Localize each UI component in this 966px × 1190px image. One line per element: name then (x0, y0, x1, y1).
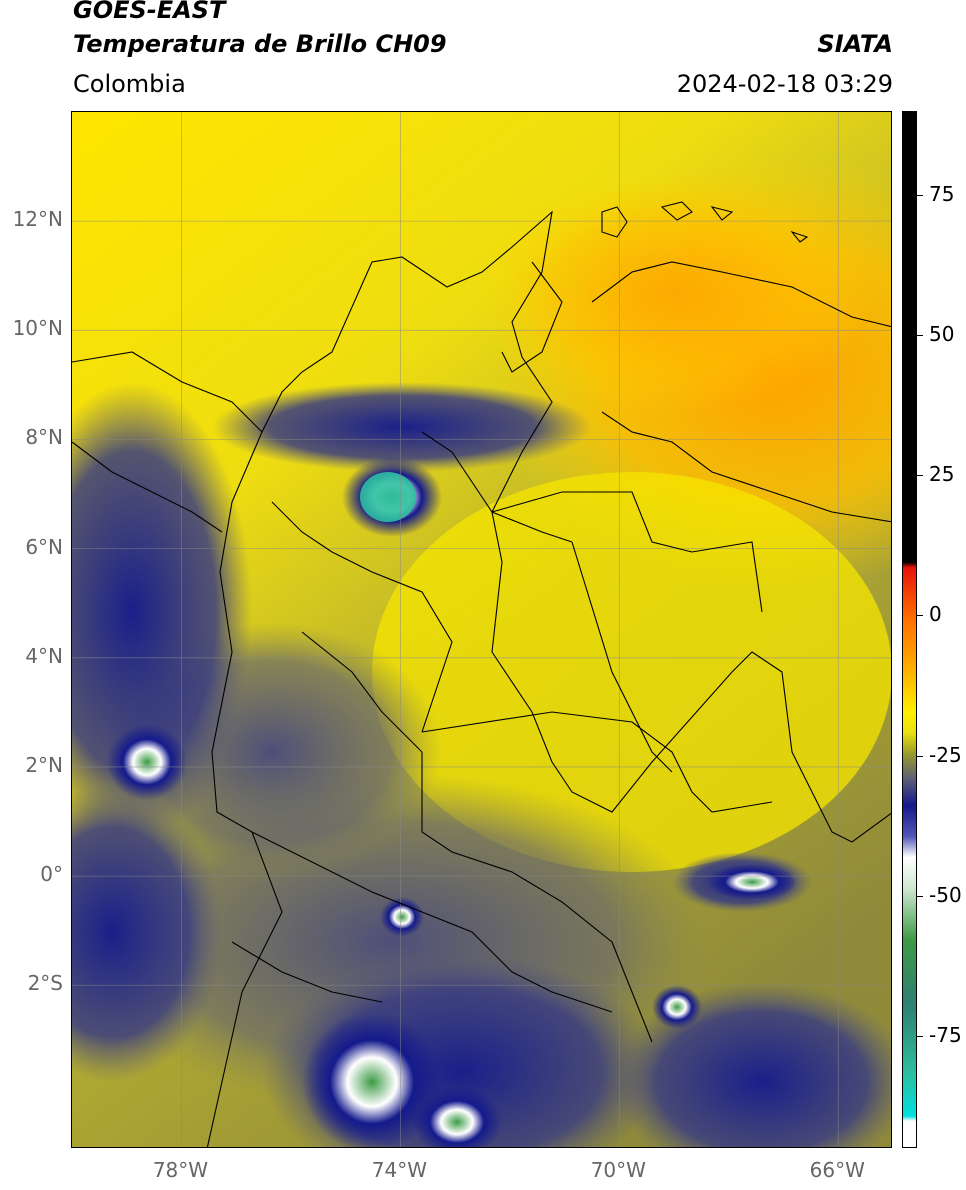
border-southeast (421, 752, 653, 1043)
lat-tick-label: 4°N (25, 643, 63, 668)
panama-coast-south (72, 441, 223, 533)
warm-region-n (472, 172, 872, 412)
title-product: Temperatura de Brillo CH09 (73, 30, 447, 58)
cold-cell-south2 (412, 1087, 502, 1147)
coastline-and-border (206, 210, 891, 1147)
colorbar-tick-label: 25 (929, 462, 955, 487)
lon-tick-label: 74°W (371, 1158, 427, 1182)
cold-cell-south (302, 1012, 442, 1147)
title-satellite: GOES-EAST (73, 0, 226, 24)
colorbar-tick (917, 475, 923, 477)
venezuela-coast (591, 261, 891, 328)
border-venezuela (491, 491, 763, 613)
colorbar-tick-label: -50 (929, 882, 962, 907)
lat-tick-label: 12°N (12, 207, 63, 232)
cloud-temperature-field (72, 112, 891, 1147)
island-1 (660, 201, 693, 221)
island-3 (790, 230, 809, 243)
lat-tick-label: 8°N (25, 425, 63, 450)
border-dept-w (271, 501, 453, 733)
colorbar-fill (903, 112, 916, 1147)
region-label: Colombia (73, 70, 186, 98)
colorbar-tick (917, 895, 923, 897)
lat-tick-label: 6°N (25, 534, 63, 559)
graticule (72, 112, 891, 1147)
map-canvas (72, 112, 891, 1147)
border-ecuador-peru (251, 831, 613, 1013)
cold-cell-east (652, 985, 702, 1029)
lat-tick-label: 2°N (25, 752, 63, 777)
lat-tick-label: 0° (40, 862, 63, 887)
navy-band-north (212, 382, 592, 472)
colorbar-tick (917, 1035, 923, 1037)
lat-tick-label: 2°S (27, 971, 63, 996)
yellow-plains (372, 472, 891, 872)
colorbar-gradient (903, 112, 916, 1147)
colorbar (902, 111, 917, 1148)
satellite-map[interactable] (71, 111, 892, 1148)
navy-pacific-north (72, 382, 252, 842)
lon-tick-label: 78°W (152, 1158, 209, 1182)
colorbar-tick-label: 50 (929, 322, 955, 347)
timestamp-label: 2024-02-18 03:29 (676, 70, 893, 98)
maracaibo-lake (501, 261, 563, 373)
lon-tick-label: 70°W (590, 1158, 646, 1182)
colorbar-tick-label: -25 (929, 742, 962, 767)
island-2 (710, 206, 734, 221)
border-ecuador (231, 941, 383, 1003)
cold-cell-west (107, 724, 187, 800)
colorbar-tick-label: -75 (929, 1022, 962, 1047)
boundaries (72, 201, 891, 1147)
border-dept-n (421, 431, 573, 543)
cold-cell-center (380, 897, 424, 937)
lon-tick-label: 66°W (809, 1158, 865, 1182)
lat-tick-label: 10°N (12, 316, 63, 341)
colorbar-tick (917, 195, 923, 197)
navy-pacific-south (72, 782, 222, 1082)
border-vertical (571, 541, 673, 773)
border-dept-sw (301, 631, 423, 753)
colorbar-tick (917, 615, 923, 617)
cold-core-north (360, 472, 416, 522)
border-north-east (601, 411, 891, 523)
border-peru-brazil (421, 711, 773, 813)
colorbar-tick-label: 0 (929, 602, 942, 627)
colorbar-tick (917, 755, 923, 757)
panama-coast (72, 351, 263, 433)
colorbar-tick (917, 335, 923, 337)
brand-label: SIATA (817, 30, 893, 58)
colorbar-tick-label: 75 (929, 182, 955, 207)
cold-cell-east2 (707, 864, 797, 900)
paraguana-peninsula (601, 206, 628, 238)
